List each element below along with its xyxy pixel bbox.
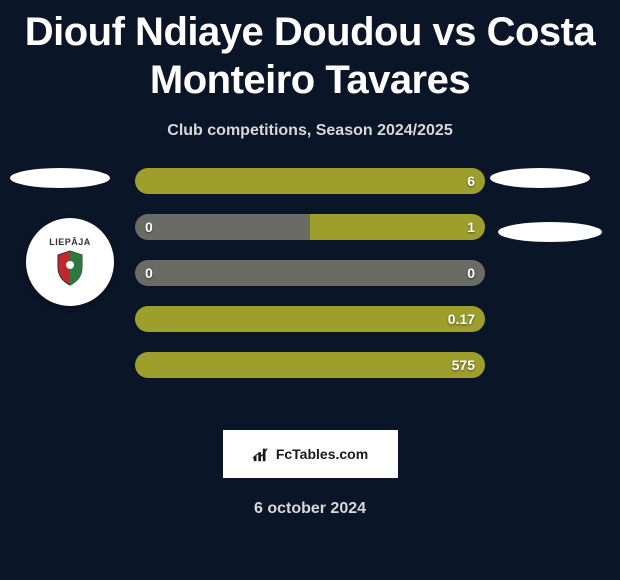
page-title: Diouf Ndiaye Doudou vs Costa Monteiro Ta… [0,0,620,104]
chart-bars-icon [252,445,270,463]
club-badge-label: LIEPĀJA [49,237,91,247]
brand-box[interactable]: FcTables.com [223,430,398,478]
date-label: 6 october 2024 [0,500,620,518]
comparison-area: LIEPĀJA Matches6 0Goals1 0Hattricks0 Goals … [0,168,620,408]
subtitle: Club competitions, Season 2024/2025 [0,122,620,140]
stat-value-left: 0 [145,219,153,235]
stat-value-right: 0.17 [448,311,475,327]
brand-text: FcTables.com [276,446,368,462]
ellipse-right-mid [498,222,602,242]
stat-value-right: 575 [452,357,475,373]
stat-value-right: 0 [467,265,475,281]
stat-value-right: 6 [467,173,475,189]
stat-row: Matches6 [135,168,485,194]
ellipse-right-top [490,168,590,188]
ellipse-left-top [10,168,110,188]
stat-value-right: 1 [467,219,475,235]
stat-row: 0Hattricks0 [135,260,485,286]
stat-row: Goals per match0.17 [135,306,485,332]
stat-value-left: 0 [145,265,153,281]
stat-row: Min per goal575 [135,352,485,378]
shield-icon [54,249,86,287]
stat-row: 0Goals1 [135,214,485,240]
club-badge-left: LIEPĀJA [26,218,114,306]
